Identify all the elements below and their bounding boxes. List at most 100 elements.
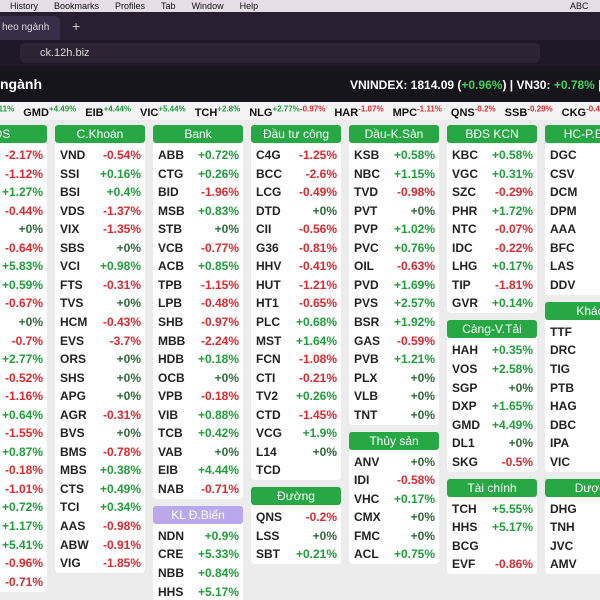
ticker[interactable]: FCN	[256, 352, 281, 367]
ticker[interactable]: DL1	[452, 436, 475, 451]
ticker[interactable]: BMS	[60, 444, 87, 459]
ticker[interactable]: NBC	[354, 166, 380, 181]
ticker[interactable]: VCI	[60, 259, 81, 274]
ticker[interactable]: PVD	[354, 277, 379, 292]
ticker[interactable]: SHB	[158, 314, 184, 329]
new-tab[interactable]: +	[72, 18, 81, 34]
ticker[interactable]: CII	[256, 222, 272, 237]
ticker[interactable]: TCB	[158, 426, 183, 441]
sector-header[interactable]: Đường	[251, 487, 341, 506]
ticker[interactable]: PVB	[354, 352, 379, 367]
ticker[interactable]: CTS	[60, 481, 84, 496]
ticker[interactable]: BCG	[452, 538, 479, 553]
ticker[interactable]: DCM	[550, 185, 578, 200]
ticker[interactable]: TCI	[60, 500, 80, 515]
menu-item[interactable]: History	[10, 1, 39, 11]
ticker[interactable]: MBS	[60, 463, 87, 478]
ticker[interactable]: BFC	[550, 240, 575, 255]
ticker[interactable]: LHG	[452, 259, 478, 274]
ticker[interactable]: VHC	[354, 491, 380, 506]
ticker[interactable]: BSI	[60, 185, 81, 200]
ticker[interactable]: VGC	[452, 166, 479, 181]
ticker[interactable]: VIC	[550, 454, 571, 469]
ticker[interactable]: BCC	[256, 166, 282, 181]
ticker[interactable]: NAB	[158, 481, 184, 496]
ticker[interactable]: BID	[158, 185, 179, 200]
input-source[interactable]: ABC	[570, 1, 589, 11]
ticker[interactable]: PVT	[354, 203, 378, 218]
ticker[interactable]: EVF	[452, 557, 476, 572]
ticker[interactable]: NTC	[452, 222, 477, 237]
ticker[interactable]: APG	[60, 389, 87, 404]
sector-header[interactable]: Bank	[153, 125, 243, 143]
ticker[interactable]: SBS	[60, 240, 85, 255]
ticker[interactable]: CSV	[550, 166, 575, 181]
ticker[interactable]: DGC	[550, 148, 577, 162]
ticker[interactable]: LAS	[550, 259, 574, 274]
ticker[interactable]: DBC	[550, 417, 576, 432]
ticker[interactable]: HAG	[550, 399, 577, 414]
url-field[interactable]: ck.12h.biz	[20, 43, 540, 63]
ticker[interactable]: L14	[256, 444, 277, 459]
ticker[interactable]: DDV	[550, 277, 576, 292]
ticker[interactable]: KSB	[354, 148, 380, 162]
ticker[interactable]: IPA	[550, 436, 570, 451]
ticker[interactable]: TCH	[452, 501, 477, 516]
ticker[interactable]: AGR	[60, 407, 87, 422]
ticker[interactable]: DRC	[550, 343, 576, 358]
ticker[interactable]: AAA	[550, 222, 576, 237]
ticker[interactable]: CTI	[256, 370, 276, 385]
ticker[interactable]: ANV	[354, 454, 380, 469]
ticker[interactable]: PVC	[354, 240, 379, 255]
sector-header[interactable]: BĐS KCN	[447, 125, 537, 143]
ticker[interactable]: OIL	[354, 259, 374, 274]
ticker[interactable]: DPM	[550, 203, 577, 218]
menu-item[interactable]: Profiles	[115, 1, 146, 11]
ticker[interactable]: VIX	[60, 222, 80, 237]
ticker[interactable]: DHG	[550, 501, 577, 516]
ticker[interactable]: TPB	[158, 277, 182, 292]
ticker[interactable]: HHS	[158, 584, 184, 599]
ticker[interactable]: VCG	[256, 426, 283, 441]
ticker[interactable]: LPB	[158, 296, 182, 311]
ticker[interactable]: C4G	[256, 148, 281, 162]
ticker[interactable]: VND	[60, 148, 86, 162]
ticker[interactable]: TNH	[550, 520, 575, 535]
sector-header[interactable]: Cảng-V.Tải	[447, 320, 537, 339]
ticker[interactable]: EIB	[158, 463, 179, 478]
ticker[interactable]: PVS	[354, 296, 379, 311]
ticker[interactable]: G36	[256, 240, 279, 255]
ticker[interactable]: CRE	[158, 547, 184, 562]
ticker[interactable]: EVS	[60, 333, 85, 348]
ticker[interactable]: FMC	[354, 528, 380, 543]
ticker[interactable]: TV2	[256, 389, 279, 404]
sector-header[interactable]: KL Đ.Biến	[153, 505, 243, 524]
ticker[interactable]: BSR	[354, 314, 380, 329]
ticker[interactable]: VOS	[452, 361, 478, 376]
sector-header[interactable]: Dược	[545, 478, 600, 497]
ticker[interactable]: TNT	[354, 407, 378, 422]
ticker[interactable]: FTS	[60, 277, 83, 292]
ticker[interactable]: NBB	[158, 566, 184, 580]
sector-header[interactable]: Thủy sản	[349, 431, 439, 450]
ticker[interactable]: VIG	[60, 556, 81, 571]
ticker[interactable]: AAS	[60, 519, 86, 533]
ticker[interactable]: NDN	[158, 528, 184, 543]
ticker[interactable]: IDI	[354, 473, 370, 488]
ticker[interactable]: TVS	[60, 296, 84, 311]
ticker[interactable]: VPB	[158, 389, 183, 404]
ticker[interactable]: HCM	[60, 314, 88, 329]
ticker[interactable]: TIG	[550, 361, 570, 376]
ticker[interactable]: SGP	[452, 380, 478, 395]
ticker[interactable]: MSB	[158, 203, 185, 218]
ticker[interactable]: GMD	[452, 417, 480, 432]
ticker[interactable]: GVR	[452, 296, 479, 311]
ticker[interactable]: JVC	[550, 538, 574, 553]
ticker[interactable]: HHS	[452, 520, 478, 535]
ticker[interactable]: HAH	[452, 343, 478, 358]
ticker[interactable]: SZC	[452, 185, 476, 200]
ticker[interactable]: PTB	[550, 380, 574, 395]
ticker[interactable]: SHS	[60, 370, 85, 385]
ticker[interactable]: VCB	[158, 240, 184, 255]
ticker[interactable]: CTD	[256, 407, 281, 422]
